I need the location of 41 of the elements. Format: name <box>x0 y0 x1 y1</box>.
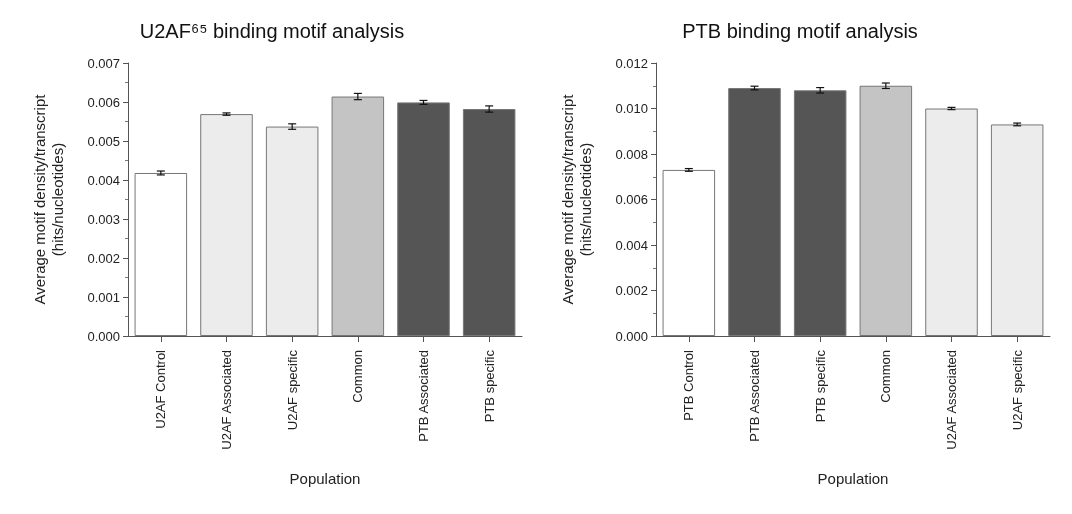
chart-title: PTB binding motif analysis <box>682 20 918 42</box>
y-tick-label: 0.012 <box>615 55 648 71</box>
y-tick-label: 0.010 <box>615 101 648 116</box>
y-tick-label: 0.000 <box>615 328 648 344</box>
y-tick-label: 0.002 <box>615 283 648 298</box>
y-tick-label: 0.006 <box>87 94 120 110</box>
x-tick-label: Common <box>350 350 366 403</box>
y-tick-label: 0.008 <box>615 146 648 162</box>
bar <box>265 126 319 336</box>
bar <box>990 124 1044 336</box>
x-tick-label: U2AF Associated <box>219 350 234 450</box>
x-tick-label: U2AF specific <box>1009 349 1025 431</box>
chart-title: U2AF⁶⁵ binding motif analysis <box>139 20 405 42</box>
x-tick-label: U2AF Associated <box>944 350 959 450</box>
y-tick-label: 0.004 <box>615 237 648 253</box>
y-tick-label: 0.002 <box>87 250 120 266</box>
y-tick-label: 0.005 <box>87 133 120 149</box>
x-tick-label: U2AF Control <box>153 349 169 429</box>
x-tick-label: U2AF specific <box>284 349 300 431</box>
x-tick-label: PTB Associated <box>416 350 431 442</box>
bar <box>331 96 385 336</box>
y-axis-title: Average motif density/transcript (hits/nucleotides) <box>558 93 594 305</box>
y-tick-label: 0.003 <box>87 211 120 227</box>
x-tick-label: PTB Control <box>681 349 697 421</box>
bar <box>134 172 188 336</box>
x-tick-label: Common <box>878 350 894 403</box>
bar <box>200 114 253 336</box>
y-axis-title: Average motif density/transcript (hits/nucleotides) <box>30 93 66 305</box>
bar <box>859 85 913 336</box>
y-tick-label: 0.001 <box>87 289 120 305</box>
x-tick-label: PTB specific <box>481 349 497 423</box>
y-tick-label: 0.007 <box>87 55 120 71</box>
x-axis-title: Population <box>817 470 889 487</box>
bar <box>925 108 978 336</box>
y-tick-label: 0.006 <box>615 192 648 207</box>
x-axis-title: Population <box>289 470 361 487</box>
y-tick-label: 0.000 <box>87 328 120 344</box>
bar <box>662 169 716 336</box>
x-tick-label: PTB specific <box>812 349 828 423</box>
y-tick-label: 0.004 <box>87 172 120 188</box>
x-tick-label: PTB Associated <box>747 350 762 442</box>
